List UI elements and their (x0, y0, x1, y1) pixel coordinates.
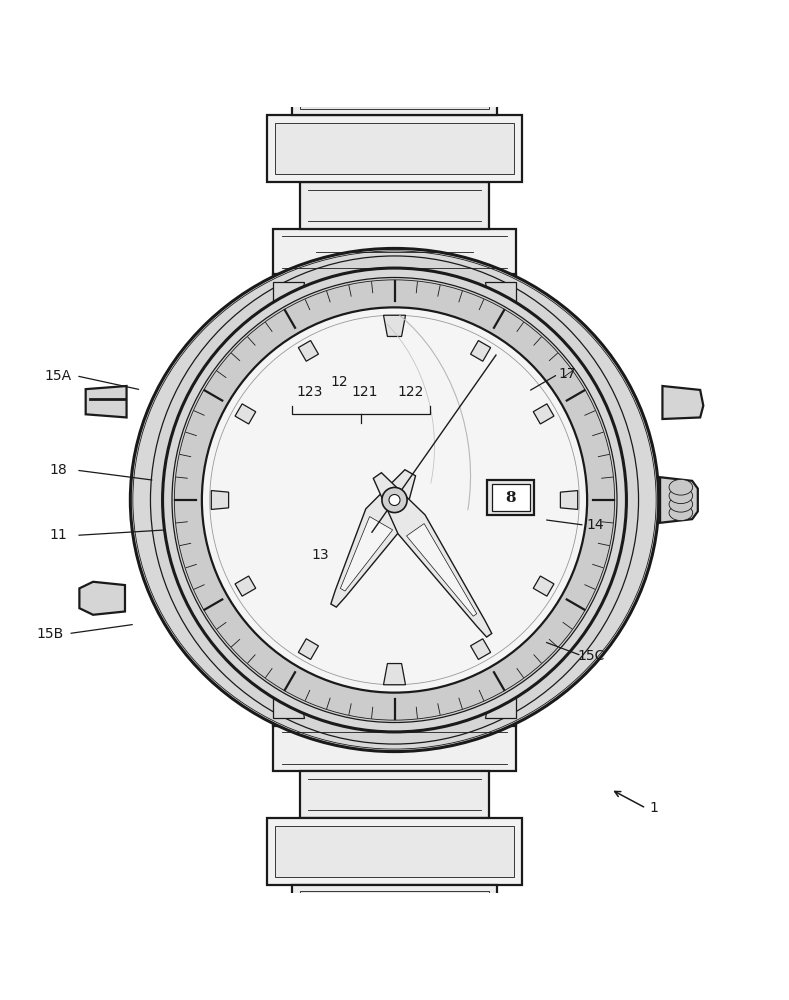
Polygon shape (485, 274, 516, 294)
Polygon shape (267, 115, 522, 182)
Polygon shape (470, 639, 491, 659)
Ellipse shape (669, 488, 693, 504)
Text: 8: 8 (506, 491, 516, 505)
Ellipse shape (669, 496, 693, 512)
Circle shape (210, 315, 579, 685)
Polygon shape (235, 404, 256, 424)
Text: 12: 12 (331, 375, 348, 389)
Polygon shape (533, 576, 554, 596)
Polygon shape (485, 282, 516, 304)
Polygon shape (663, 386, 703, 419)
Polygon shape (298, 341, 319, 361)
Text: 11: 11 (49, 528, 67, 542)
Ellipse shape (133, 251, 656, 749)
Text: 18: 18 (49, 463, 67, 477)
Bar (275, 826, 514, 877)
Bar (488, 480, 534, 515)
Polygon shape (273, 229, 516, 274)
Polygon shape (485, 706, 516, 726)
Polygon shape (340, 517, 393, 591)
Polygon shape (470, 341, 491, 361)
Bar (275, 123, 514, 174)
Circle shape (389, 494, 400, 506)
Circle shape (174, 280, 615, 720)
Polygon shape (560, 491, 578, 509)
Polygon shape (300, 182, 489, 229)
Text: 15A: 15A (44, 369, 72, 383)
Polygon shape (300, 771, 489, 818)
Polygon shape (273, 274, 304, 294)
Ellipse shape (130, 248, 659, 752)
Bar (492, 484, 529, 511)
Polygon shape (298, 639, 319, 659)
Polygon shape (211, 491, 229, 509)
Text: 14: 14 (586, 518, 604, 532)
Ellipse shape (669, 479, 693, 495)
Bar (300, 82, 489, 109)
Polygon shape (86, 386, 126, 417)
Text: 17: 17 (559, 367, 576, 381)
Polygon shape (273, 696, 304, 718)
Polygon shape (331, 470, 416, 607)
Text: 122: 122 (397, 385, 424, 399)
Text: 121: 121 (351, 385, 378, 399)
Text: 15B: 15B (36, 627, 64, 641)
Polygon shape (235, 576, 256, 596)
Polygon shape (660, 477, 697, 523)
Polygon shape (485, 696, 516, 718)
Polygon shape (383, 315, 406, 336)
Circle shape (163, 268, 626, 732)
Text: 13: 13 (311, 548, 329, 562)
Polygon shape (292, 885, 497, 924)
Text: 1: 1 (649, 801, 658, 815)
Polygon shape (533, 404, 554, 424)
Circle shape (202, 307, 587, 693)
Polygon shape (373, 473, 492, 637)
Polygon shape (273, 726, 516, 771)
Polygon shape (267, 818, 522, 885)
Circle shape (382, 487, 407, 513)
Polygon shape (273, 282, 304, 304)
Polygon shape (292, 76, 497, 115)
Ellipse shape (669, 505, 693, 521)
Polygon shape (273, 706, 304, 726)
Bar (300, 891, 489, 918)
Polygon shape (406, 524, 477, 616)
Polygon shape (80, 582, 125, 615)
Text: 15C: 15C (578, 649, 604, 663)
Circle shape (172, 277, 617, 723)
Text: 123: 123 (297, 385, 323, 399)
Polygon shape (383, 664, 406, 685)
Ellipse shape (151, 256, 638, 744)
